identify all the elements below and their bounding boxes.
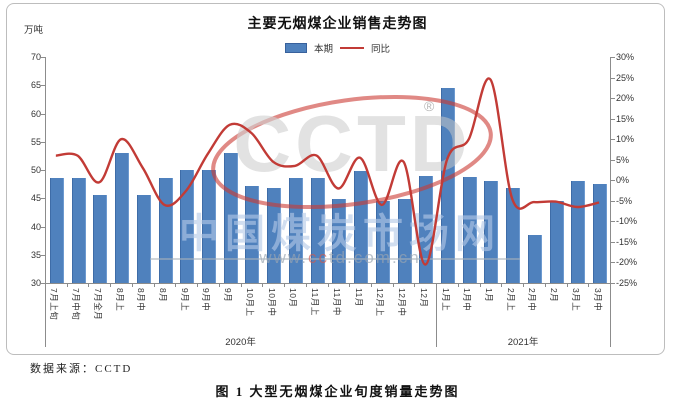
left-axis-unit: 万吨	[24, 25, 44, 36]
legend: 本期 同比	[0, 41, 675, 55]
legend-bar-swatch-icon	[284, 43, 307, 53]
legend-line-label: 同比	[371, 44, 391, 55]
legend-line-swatch-icon	[340, 47, 364, 49]
legend-bar-label: 本期	[313, 44, 333, 55]
data-source-note: 数据来源：CCTD	[30, 363, 133, 375]
figure-caption: 图 1 大型无烟煤企业旬度销量走势图	[215, 384, 460, 399]
chart-title: 主要无烟煤企业销售走势图	[247, 15, 428, 31]
chart-panel-border	[6, 3, 665, 355]
